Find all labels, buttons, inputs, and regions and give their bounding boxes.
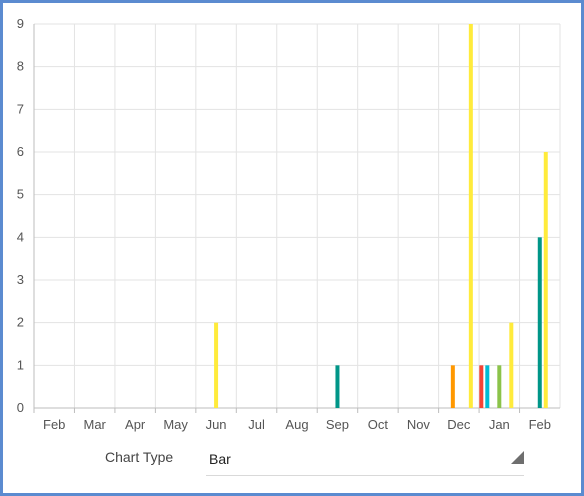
x-tick-label: Feb xyxy=(529,417,551,432)
x-tick-label: Aug xyxy=(285,417,308,432)
bar[interactable] xyxy=(485,365,490,408)
tick-labels: 0 1 2 3 4 5 6 7 8 9 Feb Mar Apr May Jun Jul Aug Sep Oct Nov… xyxy=(17,16,551,432)
bar[interactable] xyxy=(497,365,502,408)
x-tick-label: Jul xyxy=(248,417,265,432)
bar[interactable] xyxy=(543,152,548,408)
chart-type-select[interactable]: Bar xyxy=(206,447,524,476)
bar[interactable] xyxy=(509,322,514,408)
y-tick-label: 5 xyxy=(17,187,24,202)
y-tick-label: 3 xyxy=(17,272,24,287)
x-tick-label: Nov xyxy=(407,417,431,432)
grid-lines xyxy=(33,23,561,408)
y-tick-label: 2 xyxy=(17,315,24,330)
x-tick-label: May xyxy=(163,417,188,432)
y-tick-label: 1 xyxy=(17,357,24,372)
x-tick-label: Feb xyxy=(43,417,65,432)
bar[interactable] xyxy=(479,365,484,408)
x-tick-label: Sep xyxy=(326,417,349,432)
bar[interactable] xyxy=(537,237,542,408)
x-tick-label: Apr xyxy=(125,417,146,432)
chart-type-value: Bar xyxy=(209,451,231,467)
y-tick-label: 6 xyxy=(17,144,24,159)
bar[interactable] xyxy=(214,322,219,408)
bar-chart: 0 1 2 3 4 5 6 7 8 9 Feb Mar Apr May Jun Jul Aug Sep Oct Nov… xyxy=(17,16,561,432)
y-tick-label: 0 xyxy=(17,400,24,415)
bar[interactable] xyxy=(450,365,455,408)
chart-type-label: Chart Type xyxy=(105,449,174,465)
x-tick-label: Jun xyxy=(206,417,227,432)
bar[interactable] xyxy=(335,365,340,408)
axes xyxy=(33,24,560,413)
x-tick-label: Jan xyxy=(489,417,510,432)
x-tick-label: Oct xyxy=(368,417,389,432)
y-tick-label: 7 xyxy=(17,101,24,116)
x-tick-label: Dec xyxy=(447,417,471,432)
x-tick-label: Mar xyxy=(83,417,106,432)
bar[interactable] xyxy=(468,24,473,408)
y-tick-label: 9 xyxy=(17,16,24,31)
y-tick-label: 8 xyxy=(17,59,24,74)
bars xyxy=(214,24,548,408)
dropdown-arrow-icon xyxy=(511,451,524,464)
y-tick-label: 4 xyxy=(17,229,24,244)
